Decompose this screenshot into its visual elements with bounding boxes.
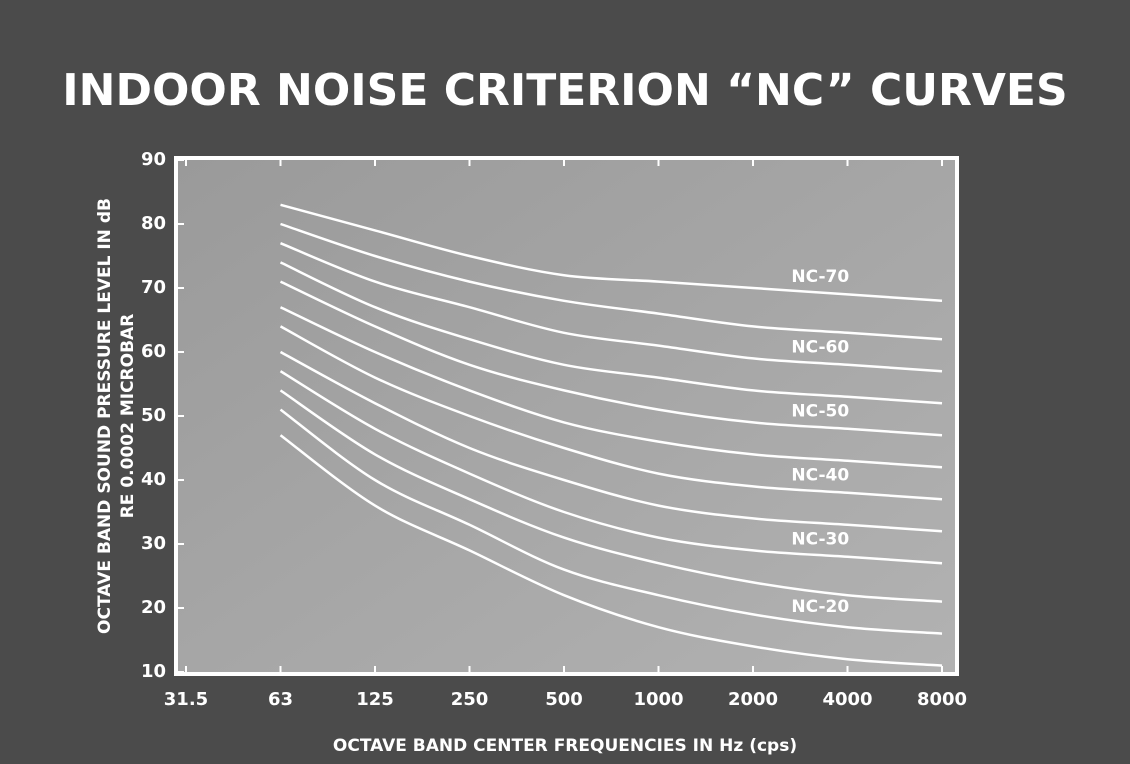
curve-label: NC-20 [791, 597, 849, 617]
nc-curve [280, 222, 943, 341]
y-tick-label: 50 [141, 405, 166, 426]
x-tick-label: 125 [356, 689, 394, 710]
nc-curve [279, 280, 943, 437]
nc-curve [279, 389, 943, 603]
x-tick-label: 500 [545, 689, 583, 710]
nc-curve [279, 434, 943, 667]
x-tick-label: 31.5 [164, 689, 208, 710]
nc-curve [280, 203, 943, 303]
plot-area [174, 156, 959, 676]
y-tick-label: 40 [141, 469, 166, 490]
y-tick-label: 80 [141, 213, 166, 234]
y-axis-label: RE 0.0002 MICROBAR [118, 314, 138, 519]
nc-curve [279, 261, 943, 405]
y-tick-label: 60 [141, 341, 166, 362]
nc-curve [279, 408, 943, 635]
y-tick-label: 70 [141, 277, 166, 298]
curve-label: NC-50 [791, 402, 849, 422]
curve-label: NC-70 [791, 267, 849, 287]
curve-label: NC-30 [791, 530, 849, 550]
nc-curve [279, 306, 943, 469]
curve-label: NC-40 [791, 466, 849, 486]
y-tick-label: 90 [141, 149, 166, 170]
x-tick-label: 1000 [633, 689, 683, 710]
nc-curve [279, 370, 943, 565]
x-tick-label: 8000 [917, 689, 967, 710]
x-tick-label: 63 [268, 689, 293, 710]
x-tick-label: 4000 [822, 689, 872, 710]
y-axis-label: OCTAVE BAND SOUND PRESSURE LEVEL IN dB [95, 198, 115, 634]
x-tick-label: 250 [451, 689, 489, 710]
x-axis-label: OCTAVE BAND CENTER FREQUENCIES IN Hz (cp… [333, 736, 797, 756]
x-tick-label: 2000 [728, 689, 778, 710]
chart-title: INDOOR NOISE CRITERION “NC” CURVES [62, 65, 1067, 116]
y-tick-label: 30 [141, 533, 166, 554]
curve-label: NC-60 [791, 338, 849, 358]
nc-curve [279, 350, 943, 533]
nc-curve [279, 325, 943, 501]
y-tick-label: 20 [141, 597, 166, 618]
nc-curve [280, 242, 943, 373]
y-tick-label: 10 [141, 661, 166, 682]
